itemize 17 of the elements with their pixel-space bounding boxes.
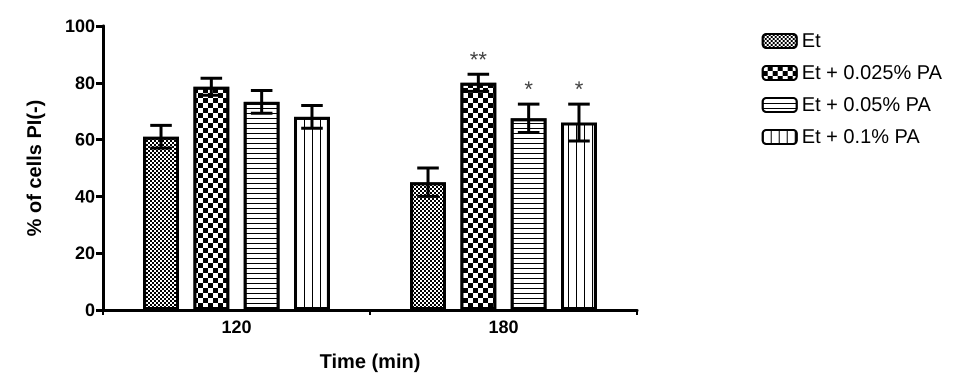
- data-label: *: [574, 76, 584, 102]
- legend-label: Et: [802, 30, 822, 52]
- y-tick-label: 20: [74, 243, 95, 264]
- y-axis-title: % of cells PI(-): [24, 100, 46, 236]
- legend-label: Et + 0.1% PA: [802, 126, 920, 148]
- x-tick-label: 180: [488, 317, 519, 337]
- y-tick-label: 60: [74, 130, 95, 150]
- y-tick-label: 40: [74, 186, 95, 206]
- y-tick-label: 0: [84, 300, 95, 320]
- legend-label: Et + 0.025% PA: [802, 62, 943, 84]
- y-tick-label: 100: [64, 16, 95, 36]
- data-label: *: [524, 76, 534, 102]
- x-tick-label: 120: [221, 317, 252, 337]
- y-tick-label: 80: [74, 72, 95, 93]
- data-label: **: [470, 46, 488, 72]
- x-axis-title: Time (min): [320, 351, 420, 373]
- legend-label: Et + 0.05% PA: [802, 94, 932, 116]
